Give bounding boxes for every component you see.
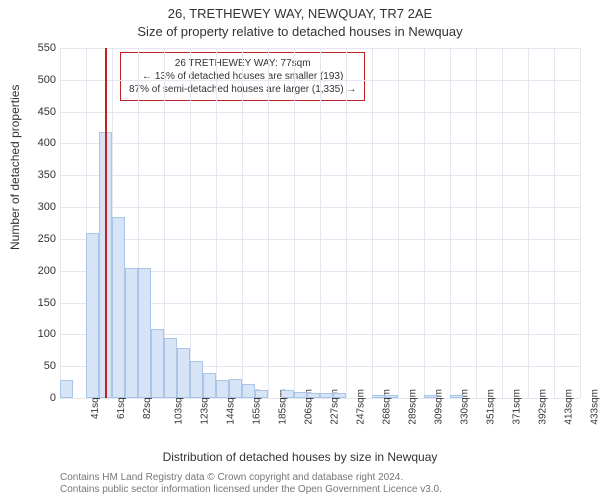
gridline-v [554, 48, 555, 398]
histogram-bar [307, 393, 320, 398]
ytick-label: 200 [26, 265, 56, 277]
chart-title-address: 26, TRETHEWEY WAY, NEWQUAY, TR7 2AE [0, 6, 600, 21]
ytick-label: 500 [26, 74, 56, 86]
footer-line2: Contains public sector information licen… [60, 484, 442, 496]
histogram-bar [151, 329, 164, 398]
gridline-v [580, 48, 581, 398]
ytick-label: 350 [26, 169, 56, 181]
gridline-v [60, 48, 61, 398]
property-marker-line [105, 48, 107, 398]
histogram-bar [320, 393, 333, 398]
gridline-v [294, 48, 295, 398]
ytick-label: 0 [26, 392, 56, 404]
histogram-bar [333, 393, 346, 398]
ytick-label: 400 [26, 137, 56, 149]
histogram-bar [424, 395, 437, 398]
gridline-h [60, 398, 580, 399]
histogram-bar [229, 379, 242, 398]
histogram-bar [177, 348, 190, 398]
xtick-label: 413sqm [564, 389, 575, 425]
histogram-bar [216, 380, 229, 398]
plot-area: 26 TRETHEWEY WAY: 77sqm ← 13% of detache… [60, 48, 580, 398]
gridline-v [450, 48, 451, 398]
gridline-v [320, 48, 321, 398]
xtick-label: 392sqm [538, 389, 549, 425]
chart-subtitle: Size of property relative to detached ho… [0, 24, 600, 39]
y-axis-label: Number of detached properties [8, 85, 22, 250]
gridline-v [242, 48, 243, 398]
footer-attribution: Contains HM Land Registry data © Crown c… [60, 472, 442, 496]
ytick-label: 450 [26, 106, 56, 118]
xtick-label: 351sqm [486, 389, 497, 425]
histogram-bar [164, 338, 177, 398]
footer-line1: Contains HM Land Registry data © Crown c… [60, 472, 442, 484]
histogram-bar [372, 395, 385, 398]
ytick-label: 250 [26, 233, 56, 245]
gridline-v [190, 48, 191, 398]
xtick-label: 289sqm [408, 389, 419, 425]
histogram-bar [125, 268, 138, 398]
histogram-bar [112, 217, 125, 398]
histogram-bar [294, 392, 307, 398]
histogram-bar [86, 233, 99, 398]
gridline-v [216, 48, 217, 398]
ytick-label: 550 [26, 42, 56, 54]
gridline-v [528, 48, 529, 398]
histogram-bar [138, 268, 151, 398]
xtick-label: 371sqm [512, 389, 523, 425]
histogram-bar [190, 361, 203, 398]
gridline-v [372, 48, 373, 398]
gridline-v [346, 48, 347, 398]
ytick-label: 100 [26, 328, 56, 340]
gridline-v [502, 48, 503, 398]
xtick-label: 247sqm [356, 389, 367, 425]
gridline-v [398, 48, 399, 398]
gridline-v [424, 48, 425, 398]
histogram-bar [385, 395, 398, 398]
ytick-label: 50 [26, 360, 56, 372]
histogram-bar [242, 384, 255, 398]
histogram-bar [203, 373, 216, 398]
xtick-label: 433sqm [590, 389, 600, 425]
chart-container: 26, TRETHEWEY WAY, NEWQUAY, TR7 2AE Size… [0, 0, 600, 500]
histogram-bar [60, 380, 73, 398]
x-axis-label: Distribution of detached houses by size … [0, 450, 600, 464]
histogram-bar [450, 395, 463, 398]
histogram-bar [255, 390, 268, 398]
histogram-bar [281, 390, 294, 398]
ytick-label: 300 [26, 201, 56, 213]
gridline-v [268, 48, 269, 398]
gridline-v [476, 48, 477, 398]
ytick-label: 150 [26, 297, 56, 309]
